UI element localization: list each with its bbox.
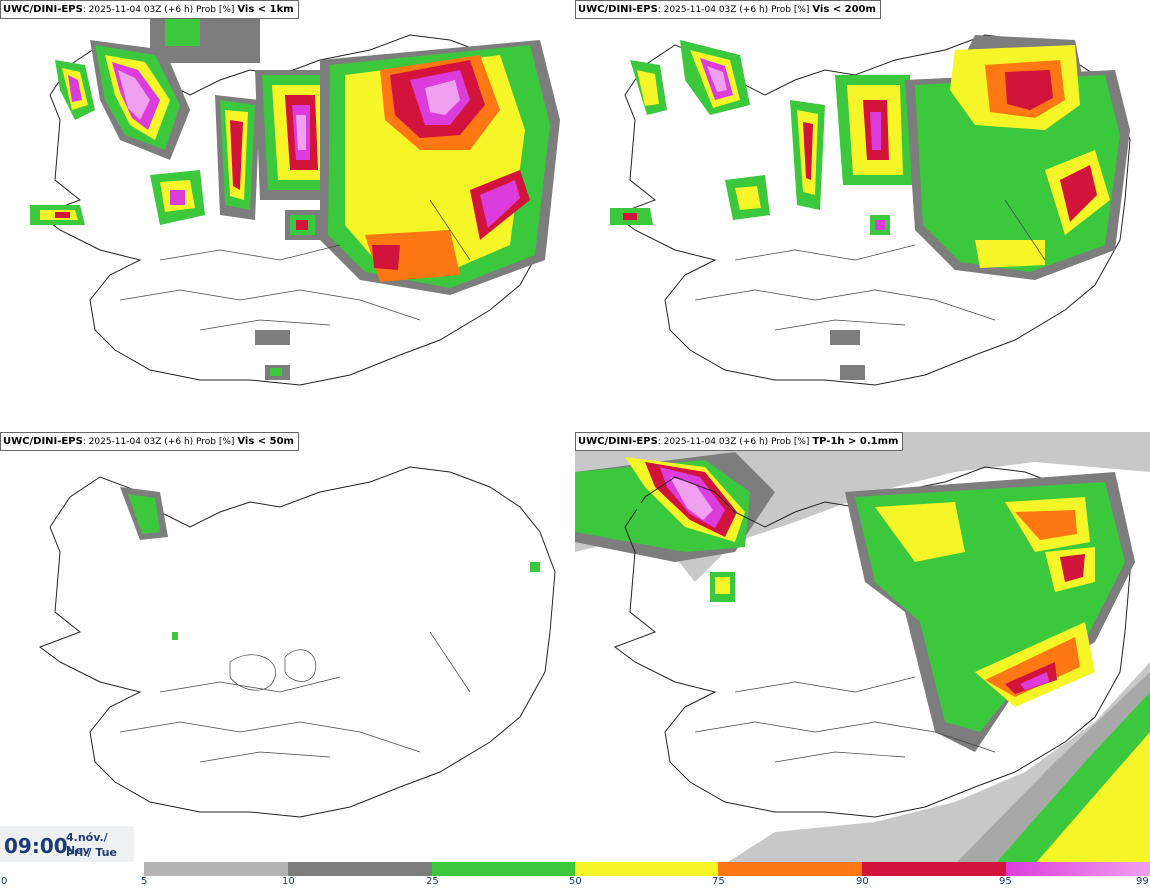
colorbar-tick: 50: [569, 876, 582, 887]
colorbar-tick: 90: [856, 876, 869, 887]
colorbar-segment-orange: [718, 862, 862, 876]
colorbar-tick: 0: [1, 876, 8, 887]
run-info: : 2025-11-04 03Z (+6 h) Prob [%]: [657, 5, 810, 15]
colorbar-segment-light-gray: [144, 862, 288, 876]
colorbar-segment-red: [862, 862, 1006, 876]
colorbar-tick: 95: [999, 876, 1012, 887]
valid-time: 09:00: [4, 834, 68, 858]
probability-map: [38, 466, 556, 818]
panel-title: UWC/DINI-EPS: 2025-11-04 03Z (+6 h) Prob…: [0, 432, 299, 451]
probability-map: [30, 8, 560, 386]
colorbar-tick: 25: [426, 876, 439, 887]
colorbar-tick: 75: [712, 876, 725, 887]
run-info: : 2025-11-04 03Z (+6 h) Prob [%]: [657, 437, 810, 447]
probability-map: [610, 34, 1131, 386]
panel-title: UWC/DINI-EPS: 2025-11-04 03Z (+6 h) Prob…: [575, 432, 904, 451]
model-name: UWC/DINI-EPS: [578, 436, 658, 447]
run-info: : 2025-11-04 03Z (+6 h) Prob [%]: [82, 5, 235, 15]
colorbar-segment-magenta-pink: [1006, 862, 1150, 876]
variable-label: Vis < 200m: [812, 4, 876, 15]
valid-day: Þri./ Tue: [66, 846, 117, 859]
probability-map: [575, 432, 1150, 864]
model-name: UWC/DINI-EPS: [3, 4, 83, 15]
colorbar-tick: 99: [1136, 876, 1149, 887]
iceland-outline: [38, 466, 556, 818]
colorbar-tick: 10: [282, 876, 295, 887]
model-name: UWC/DINI-EPS: [3, 436, 83, 447]
valid-time-box: 09:00 4.nóv./ Nov Þri./ Tue: [0, 826, 134, 862]
colorbar-segment-yellow: [575, 862, 718, 876]
colorbar-segment-dark-gray: [288, 862, 432, 876]
sea-green-area: [165, 18, 200, 46]
map-panel-vis-200m: UWC/DINI-EPS: 2025-11-04 03Z (+6 h) Prob…: [575, 0, 1150, 432]
map-panel-vis-1km: UWC/DINI-EPS: 2025-11-04 03Z (+6 h) Prob…: [0, 0, 575, 432]
panel-title: UWC/DINI-EPS: 2025-11-04 03Z (+6 h) Prob…: [575, 0, 881, 19]
map-panel-precip: UWC/DINI-EPS: 2025-11-04 03Z (+6 h) Prob…: [575, 432, 1150, 864]
valid-date: 4.nóv./ Nov: [66, 831, 108, 857]
colorbar-tick: 5: [141, 876, 148, 887]
variable-label: Vis < 50m: [237, 436, 294, 447]
variable-label: Vis < 1km: [237, 4, 294, 15]
panel-title: UWC/DINI-EPS: 2025-11-04 03Z (+6 h) Prob…: [0, 0, 299, 19]
run-info: : 2025-11-04 03Z (+6 h) Prob [%]: [82, 437, 235, 447]
variable-label: TP-1h > 0.1mm: [812, 436, 899, 447]
colorbar-segment-green: [432, 862, 575, 876]
map-panel-vis-50m: UWC/DINI-EPS: 2025-11-04 03Z (+6 h) Prob…: [0, 432, 575, 864]
model-name: UWC/DINI-EPS: [578, 4, 658, 15]
